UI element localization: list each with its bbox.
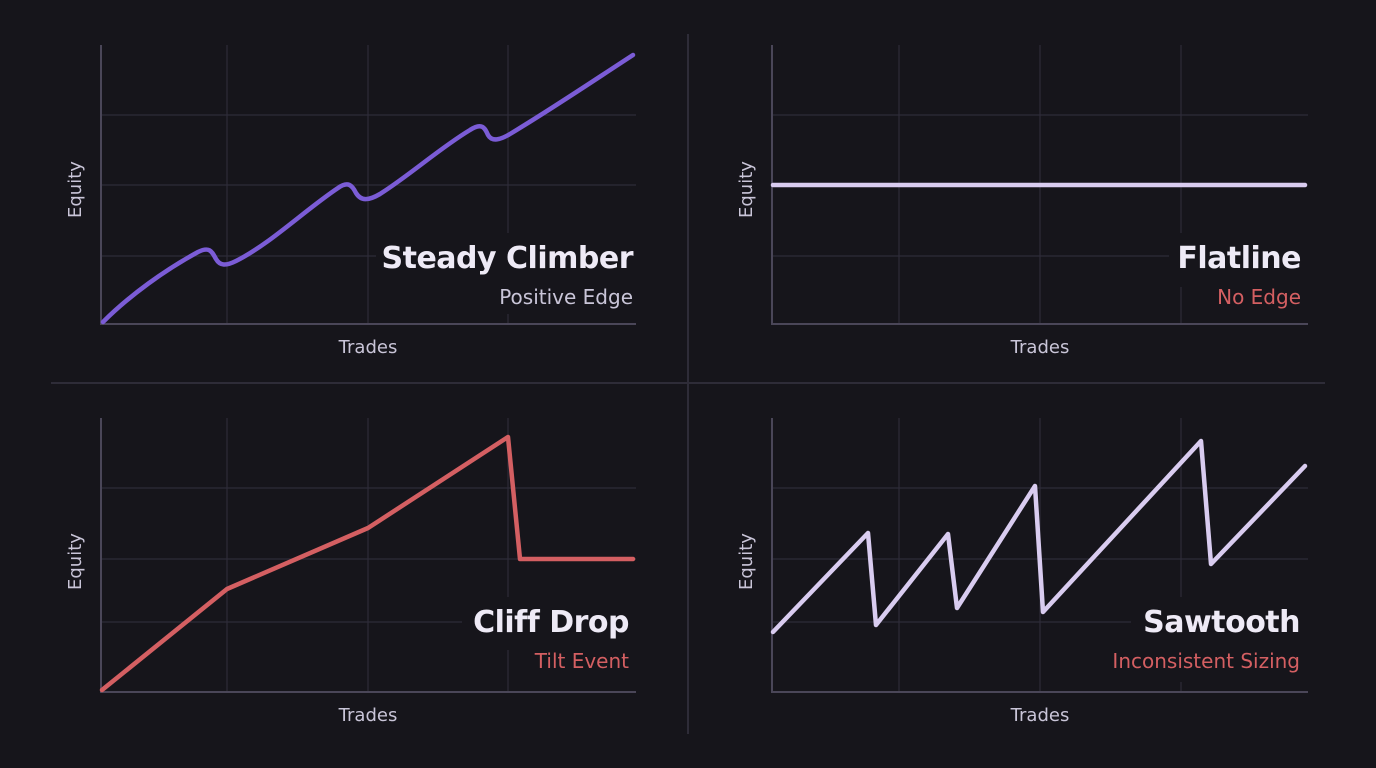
panel-title: Flatline	[1177, 241, 1301, 276]
x-axis-label: Trades	[1010, 337, 1070, 358]
horizontal-divider	[51, 382, 1325, 384]
y-axis-label: Equity	[736, 533, 757, 590]
chart-cliff-drop	[99, 418, 636, 693]
y-axis-label: Equity	[65, 161, 86, 218]
panel-title: Cliff Drop	[473, 605, 629, 640]
equity-line	[99, 434, 636, 693]
panel-subtitle: No Edge	[1217, 285, 1301, 309]
panel-title: Steady Climber	[381, 241, 634, 276]
panel-subtitle: Positive Edge	[499, 285, 633, 309]
panel-subtitle: Tilt Event	[534, 649, 629, 673]
chart-flatline	[770, 45, 1308, 325]
equity-line	[770, 438, 1308, 635]
panel-subtitle: Inconsistent Sizing	[1112, 649, 1300, 673]
grid	[101, 45, 636, 324]
x-axis-label: Trades	[338, 337, 398, 358]
equity-line	[100, 52, 636, 325]
y-axis-label: Equity	[65, 533, 86, 590]
axes	[100, 45, 636, 325]
chart-sawtooth	[770, 418, 1308, 693]
panel-title: Sawtooth	[1143, 605, 1300, 640]
vertical-divider	[687, 34, 689, 734]
chart-steady-climber	[100, 45, 636, 325]
axes	[100, 418, 636, 693]
x-axis-label: Trades	[1010, 705, 1070, 726]
x-axis-label: Trades	[338, 705, 398, 726]
axes	[771, 418, 1308, 693]
y-axis-label: Equity	[736, 161, 757, 218]
